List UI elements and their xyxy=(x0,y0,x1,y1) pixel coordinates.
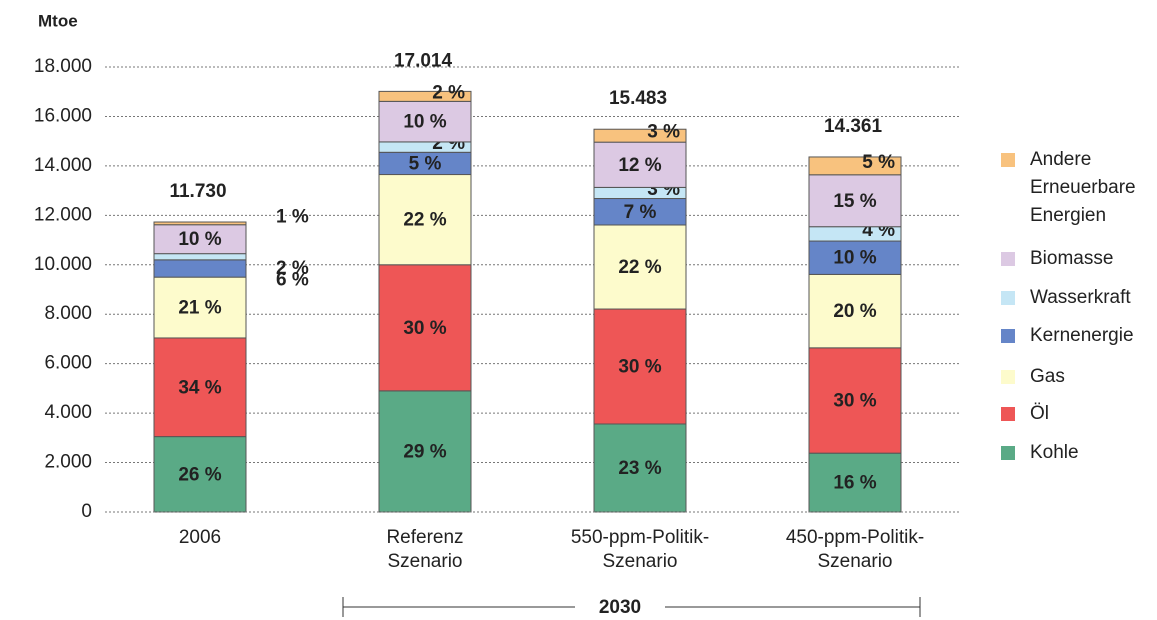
x-tick-label: Szenario xyxy=(818,551,893,572)
y-tick-label: 4.000 xyxy=(44,402,92,423)
bar-segment xyxy=(378,100,472,143)
bar-segment xyxy=(808,174,902,228)
bar-segment xyxy=(593,128,687,143)
legend-swatch xyxy=(1001,407,1015,421)
bar-segment xyxy=(378,90,472,102)
value-label: 30 % xyxy=(833,391,876,412)
bar-segment xyxy=(593,141,687,188)
annotation: 2030 xyxy=(599,597,641,618)
y-tick-label: 16.000 xyxy=(34,105,92,126)
value-label: 2 % xyxy=(276,258,309,279)
value-label: 21 % xyxy=(178,298,221,319)
legend-swatch xyxy=(1001,329,1015,343)
x-tick-label: 450-ppm-Politik- xyxy=(786,527,924,548)
total-label: 11.730 xyxy=(169,181,226,202)
bar-segment xyxy=(808,273,902,349)
legend-label: Andere Erneuerbare Energien xyxy=(1030,149,1141,226)
bar-segment xyxy=(593,308,687,425)
value-label: 10 % xyxy=(403,112,446,133)
value-label: 2 % xyxy=(432,82,465,103)
x-tick-label: Referenz xyxy=(386,527,463,548)
legend-swatch xyxy=(1001,291,1015,305)
value-label: 34 % xyxy=(178,377,221,398)
value-label: 22 % xyxy=(618,257,661,278)
value-label: 10 % xyxy=(178,229,221,250)
bar-segment xyxy=(593,198,687,226)
value-label: 22 % xyxy=(403,210,446,231)
value-label: 3 % xyxy=(647,122,680,143)
bar-segment xyxy=(153,221,247,226)
legend-swatch xyxy=(1001,446,1015,460)
value-label: 6 % xyxy=(276,270,309,291)
value-label: 26 % xyxy=(178,464,221,485)
value-label: 12 % xyxy=(618,155,661,176)
total-label: 17.014 xyxy=(394,50,453,71)
bar-segment xyxy=(153,337,247,438)
bar-segment xyxy=(153,253,247,261)
y-tick-label: 12.000 xyxy=(34,204,92,225)
bar-segment xyxy=(808,347,902,454)
y-axis-label: Mtoe xyxy=(38,11,78,30)
y-tick-label: 6.000 xyxy=(44,353,92,374)
value-label: 15 % xyxy=(833,191,876,212)
value-label: 20 % xyxy=(833,301,876,322)
bar-segment xyxy=(153,259,247,278)
value-label: 7 % xyxy=(624,202,657,223)
legend-label: Kohle xyxy=(1030,442,1079,463)
value-label: 5 % xyxy=(409,153,442,174)
bar-segment xyxy=(378,174,472,266)
total-label: 15.483 xyxy=(609,88,667,109)
legend-label: Biomasse xyxy=(1030,248,1113,269)
value-label: 1 % xyxy=(276,206,309,227)
bar-segment xyxy=(593,423,687,513)
x-tick-label: Szenario xyxy=(603,551,678,572)
value-label: 29 % xyxy=(403,441,446,462)
value-label: 23 % xyxy=(618,458,661,479)
value-label: 10 % xyxy=(833,248,876,269)
value-label: 5 % xyxy=(862,152,895,173)
total-label: 14.361 xyxy=(824,116,883,137)
value-label: 16 % xyxy=(833,473,876,494)
legend-label: Öl xyxy=(1030,403,1049,424)
x-tick-label: 550-ppm-Politik- xyxy=(571,527,709,548)
bar-segment xyxy=(153,276,247,339)
value-label: 30 % xyxy=(403,318,446,339)
y-tick-label: 2.000 xyxy=(44,452,92,473)
legend-swatch xyxy=(1001,252,1015,266)
bar-segment xyxy=(153,436,247,513)
legend-swatch xyxy=(1001,370,1015,384)
legend-label: Kernenergie xyxy=(1030,325,1134,346)
legend-label: Gas xyxy=(1030,366,1065,387)
bar-segment xyxy=(808,156,902,176)
y-tick-label: 8.000 xyxy=(44,303,92,324)
legend-label: Wasserkraft xyxy=(1030,287,1131,308)
bar-segment xyxy=(808,452,902,513)
legend-swatch xyxy=(1001,153,1015,167)
y-tick-label: 14.000 xyxy=(34,155,92,176)
value-label: 30 % xyxy=(618,357,661,378)
bar-segment xyxy=(808,240,902,275)
x-tick-label: 2006 xyxy=(179,527,221,548)
x-tick-label: Szenario xyxy=(388,551,463,572)
y-tick-label: 10.000 xyxy=(34,254,92,275)
y-tick-label: 18.000 xyxy=(34,56,92,77)
y-tick-label: 0 xyxy=(81,501,92,522)
